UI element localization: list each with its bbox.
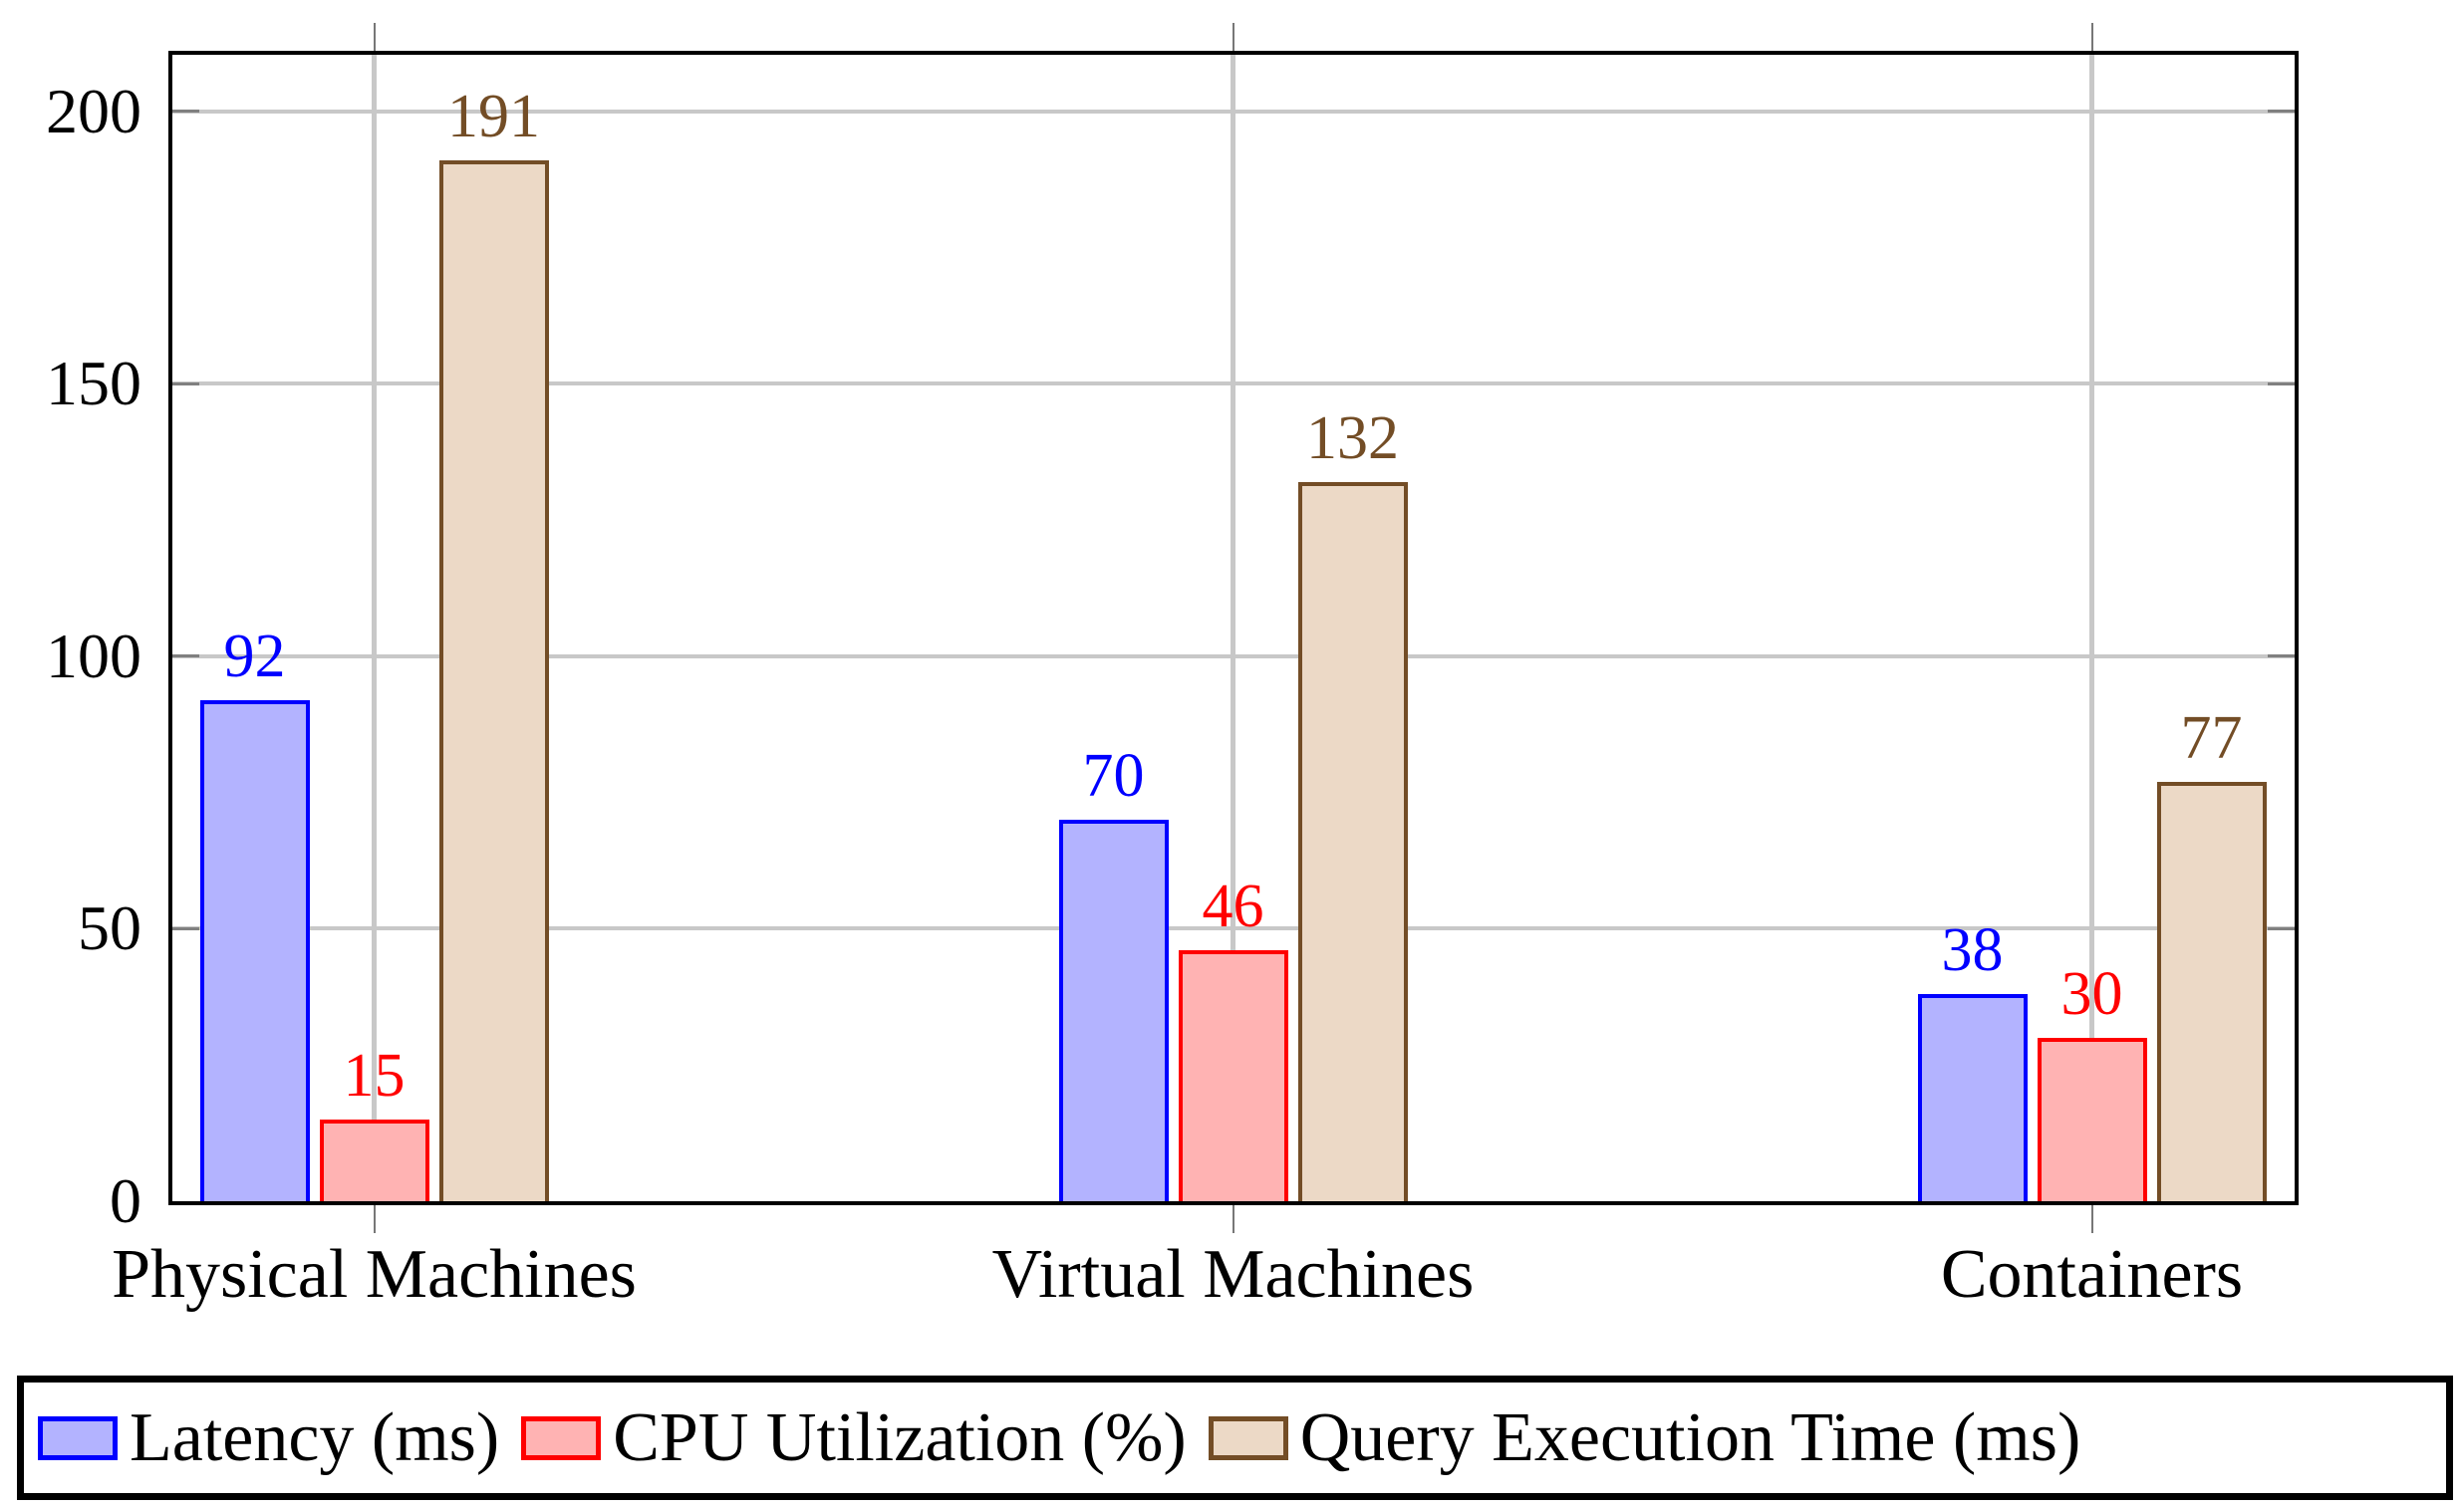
y-tick-label-0: 0 <box>110 1165 141 1236</box>
bar-query-execution-time-ms-virtual-machines <box>1297 482 1408 1201</box>
legend-item-latency-ms: Latency (ms) <box>38 1398 500 1476</box>
bar-value-label-latency-ms-physical-machines: 92 <box>223 623 286 690</box>
legend-label-query-execution-time-ms: Query Execution Time (ms) <box>1299 1398 2081 1476</box>
bar-query-execution-time-ms-physical-machines <box>438 160 549 1201</box>
legend-swatch-query-execution-time-ms <box>1208 1415 1288 1460</box>
y-tick-right-50 <box>2268 926 2295 930</box>
plot-area: 92 70 38 15 46 30 191 132 77 <box>168 23 2299 1233</box>
legend-label-latency-ms: Latency (ms) <box>130 1398 500 1476</box>
bar-cpu-utilization-physical-machines <box>319 1120 429 1201</box>
x-category-label-containers: Containers <box>1940 1236 2244 1313</box>
legend-item-query-execution-time-ms: Query Execution Time (ms) <box>1208 1398 2081 1476</box>
x-tick-bottom-virtual-machines <box>1232 1205 1234 1233</box>
y-tick-right-100 <box>2268 654 2295 658</box>
bar-latency-ms-virtual-machines <box>1058 820 1169 1201</box>
x-tick-top-physical-machines <box>373 23 376 51</box>
x-tick-bottom-containers <box>2090 1205 2093 1233</box>
y-tick-label-50: 50 <box>78 892 141 964</box>
x-category-label-physical-machines: Physical Machines <box>112 1236 637 1313</box>
legend: Latency (ms) CPU Utilization (%) Query Exe… <box>17 1376 2453 1500</box>
bar-value-label-query-execution-time-ms-virtual-machines: 132 <box>1306 404 1399 472</box>
gridline-x-containers <box>2089 55 2094 1201</box>
x-tick-top-virtual-machines <box>1232 23 1234 51</box>
bar-latency-ms-containers <box>1917 994 2028 1201</box>
bar-query-execution-time-ms-containers <box>2156 782 2267 1201</box>
y-tick-left-50 <box>172 926 199 930</box>
legend-swatch-latency-ms <box>38 1415 118 1460</box>
legend-item-cpu-utilization: CPU Utilization (%) <box>521 1398 1187 1476</box>
y-tick-right-200 <box>2268 110 2295 114</box>
x-category-label-virtual-machines: Virtual Machines <box>991 1236 1475 1313</box>
gridline-x-virtual-machines <box>1231 55 1235 1201</box>
x-tick-bottom-physical-machines <box>373 1205 376 1233</box>
bar-latency-ms-physical-machines <box>199 700 310 1201</box>
legend-label-cpu-utilization: CPU Utilization (%) <box>613 1398 1187 1476</box>
y-tick-label-100: 100 <box>46 620 141 691</box>
legend-swatch-cpu-utilization <box>521 1415 602 1460</box>
y-tick-left-200 <box>172 110 199 114</box>
x-tick-top-containers <box>2090 23 2093 51</box>
bar-value-label-latency-ms-virtual-machines: 70 <box>1082 742 1145 810</box>
y-tick-left-150 <box>172 381 199 385</box>
bar-value-label-query-execution-time-ms-containers: 77 <box>2180 704 2243 772</box>
y-tick-right-150 <box>2268 381 2295 385</box>
gridline-x-physical-machines <box>372 55 377 1201</box>
y-tick-left-100 <box>172 654 199 658</box>
bar-value-label-cpu-utilization-physical-machines: 15 <box>343 1042 406 1110</box>
bar-cpu-utilization-containers <box>2037 1038 2147 1201</box>
bar-value-label-query-execution-time-ms-physical-machines: 191 <box>447 83 540 150</box>
bar-value-label-latency-ms-containers: 38 <box>1941 916 2004 984</box>
bar-value-label-cpu-utilization-virtual-machines: 46 <box>1202 873 1264 940</box>
bar-cpu-utilization-virtual-machines <box>1178 950 1288 1201</box>
y-tick-label-150: 150 <box>46 348 141 419</box>
y-tick-label-200: 200 <box>46 75 141 146</box>
bar-value-label-cpu-utilization-containers: 30 <box>2060 960 2123 1028</box>
